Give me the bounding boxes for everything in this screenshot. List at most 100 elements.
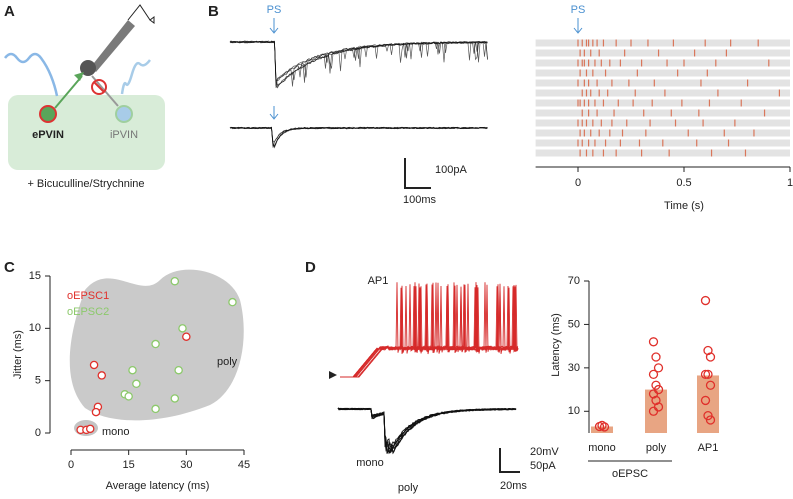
spike: [588, 109, 590, 117]
data-point: [170, 394, 180, 403]
block-symbol: [91, 79, 107, 95]
spike: [583, 59, 585, 67]
spike: [581, 119, 583, 127]
spike: [706, 69, 708, 77]
y-tick-label: 50: [568, 318, 580, 330]
spike: [694, 49, 696, 57]
panel-label: C: [4, 259, 15, 276]
spike: [579, 49, 581, 57]
spike: [600, 119, 602, 127]
stimulus-arrow: [269, 18, 279, 34]
spike: [607, 89, 609, 97]
current-trace: [337, 407, 517, 455]
spike: [634, 89, 636, 97]
current-trace: [337, 407, 517, 450]
spike: [674, 119, 677, 127]
stimulus-arrow: [269, 106, 279, 120]
spike: [596, 39, 598, 47]
current-trace: [229, 126, 488, 148]
spike: [730, 39, 732, 47]
spike: [590, 49, 592, 57]
data-point: [705, 380, 716, 390]
current-trace: [229, 40, 488, 88]
spike: [683, 59, 685, 67]
spike: [594, 99, 596, 107]
spike: [604, 139, 607, 147]
raster-row: [535, 79, 790, 87]
spike: [585, 69, 588, 77]
spike: [594, 139, 596, 147]
spike: [615, 149, 617, 157]
spike: [579, 129, 581, 137]
scale-bar: [404, 158, 431, 189]
input-wave: [4, 52, 59, 97]
data-point: [651, 395, 661, 406]
spike: [619, 59, 621, 67]
spike: [581, 139, 583, 147]
holding-arrow: [329, 371, 337, 379]
y-tick-label: 5: [35, 375, 41, 387]
spike: [702, 119, 704, 127]
spike: [579, 99, 581, 107]
spike: [598, 49, 600, 57]
current-trace: [229, 126, 488, 147]
spike: [583, 129, 585, 137]
spike: [604, 69, 607, 77]
current-trace: [229, 126, 488, 149]
trace-label: poly: [398, 482, 419, 494]
spike: [643, 109, 645, 117]
spike: [615, 39, 617, 47]
spike: [734, 119, 736, 127]
voltage-trace: [340, 283, 519, 378]
spike: [710, 149, 713, 157]
spike: [594, 59, 596, 67]
x-tick-label: mono: [588, 442, 616, 454]
spike: [577, 39, 579, 47]
spike: [598, 89, 600, 97]
spike: [768, 59, 770, 67]
spike: [592, 149, 594, 157]
scale-bar: [499, 448, 520, 473]
data-point: [170, 276, 180, 286]
current-trace: [229, 126, 488, 143]
spike: [585, 39, 588, 47]
spike: [581, 39, 583, 47]
data-point: [128, 365, 137, 375]
traces-d: AP1 mono poly 20mV 50pA 20ms: [329, 275, 559, 494]
current-trace: [337, 407, 517, 454]
data-point: [228, 297, 237, 307]
spike: [613, 109, 615, 117]
spike: [624, 49, 626, 57]
spike: [725, 49, 727, 57]
raster-row: [535, 69, 790, 77]
spike: [696, 139, 698, 147]
spike: [744, 149, 747, 157]
data-point: [700, 295, 711, 306]
spike: [740, 99, 742, 107]
data-point: [151, 404, 160, 414]
data-point: [703, 369, 713, 380]
synapse: [74, 72, 84, 81]
current-trace: [337, 407, 517, 453]
spike: [687, 129, 689, 137]
axon: [54, 75, 83, 109]
data-point: [648, 406, 659, 416]
scale-label: 20mV: [530, 446, 559, 458]
stimulus-arrow: [573, 18, 583, 34]
spike: [602, 99, 605, 107]
x-tick-label: AP1: [698, 442, 719, 454]
cell-label: iPVIN: [110, 129, 138, 141]
spike: [581, 89, 583, 97]
x-tick-label: 1: [787, 177, 793, 189]
raster-row: [535, 109, 790, 117]
spike: [715, 59, 717, 67]
condition-label: + Bicuculline/Strychnine: [27, 178, 144, 190]
annotation: poly: [217, 356, 238, 368]
stimulus-label: PS: [267, 4, 282, 16]
spike: [636, 69, 638, 77]
x-tick-label: 30: [180, 459, 192, 471]
spike: [630, 39, 632, 47]
raster-row: [535, 119, 790, 127]
spike: [588, 79, 590, 87]
arrow: [149, 16, 155, 24]
